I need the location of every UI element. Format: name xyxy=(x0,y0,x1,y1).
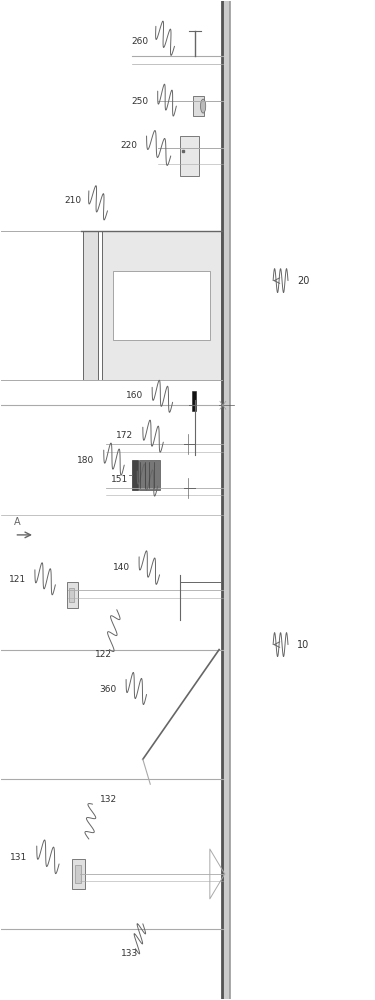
Bar xyxy=(132,460,138,490)
Text: 250: 250 xyxy=(131,97,148,106)
Bar xyxy=(113,271,210,340)
Bar xyxy=(139,460,160,490)
Text: 260: 260 xyxy=(131,37,148,46)
Text: 172: 172 xyxy=(116,431,134,440)
Text: 133: 133 xyxy=(121,949,138,958)
Text: 151: 151 xyxy=(111,475,128,484)
Text: 10: 10 xyxy=(297,640,309,650)
Text: 121: 121 xyxy=(9,575,26,584)
Bar xyxy=(69,588,74,602)
Text: 131: 131 xyxy=(10,853,27,862)
Text: 160: 160 xyxy=(126,391,143,400)
Bar xyxy=(72,859,85,889)
Bar xyxy=(66,582,78,608)
Text: 132: 132 xyxy=(100,795,117,804)
Bar xyxy=(75,865,81,883)
Text: 360: 360 xyxy=(99,685,117,694)
Text: 180: 180 xyxy=(77,456,94,465)
Bar xyxy=(223,1,230,999)
Circle shape xyxy=(201,99,206,113)
Text: 220: 220 xyxy=(120,141,137,150)
Text: 122: 122 xyxy=(95,650,112,659)
Bar xyxy=(180,136,199,176)
Text: 20: 20 xyxy=(297,276,310,286)
Text: 140: 140 xyxy=(112,563,130,572)
Bar xyxy=(102,231,221,380)
Bar xyxy=(83,231,98,380)
Bar xyxy=(192,391,196,411)
Text: 210: 210 xyxy=(64,196,81,205)
Bar xyxy=(193,96,204,116)
Text: A: A xyxy=(14,517,21,527)
